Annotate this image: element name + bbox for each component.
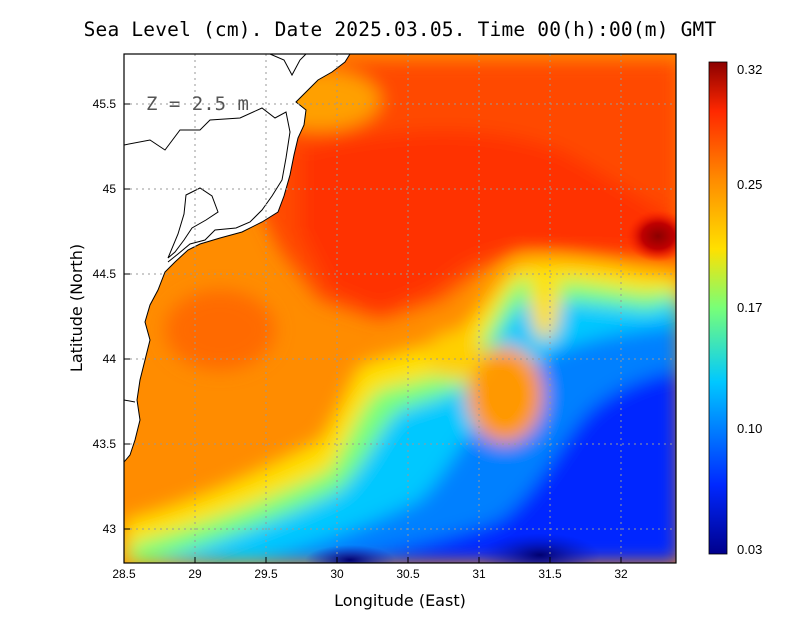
x-axis-title: Longitude (East) (334, 591, 466, 610)
y-tick-label: 44.5 (93, 267, 117, 281)
colorbar-label: 0.10 (737, 421, 762, 436)
x-tick-label: 30.5 (396, 567, 420, 581)
coastline (124, 54, 351, 463)
colorbar: 0.32 0.25 0.17 0.10 0.03 (708, 61, 762, 557)
x-tick-label: 29.5 (254, 567, 278, 581)
sea-level-field (124, 54, 676, 563)
y-axis-title: Latitude (North) (67, 244, 86, 372)
map-title: Sea Level (cm). Date 2025.03.05. Time 00… (83, 18, 717, 41)
y-tick-label: 43.5 (93, 437, 117, 451)
x-tick-label: 28.5 (112, 567, 136, 581)
y-tick-label: 44 (103, 352, 117, 366)
y-tick-label: 43 (103, 522, 117, 536)
axis-ticks (123, 103, 622, 563)
colorbar-label: 0.32 (737, 62, 762, 77)
x-tick-label: 31.5 (538, 567, 562, 581)
colorbar-label: 0.03 (737, 542, 762, 557)
y-tick-label: 45.5 (93, 97, 117, 111)
depth-annotation: Z = 2.5 m (146, 93, 249, 115)
x-tick-label: 31 (472, 567, 486, 581)
colorbar-gradient (708, 61, 728, 555)
x-tick-label: 29 (188, 567, 202, 581)
y-tick-label: 45 (103, 182, 117, 196)
x-tick-label: 32 (614, 567, 628, 581)
colorbar-label: 0.17 (737, 300, 762, 315)
colorbar-label: 0.25 (737, 177, 762, 192)
x-tick-labels: 28.5 29 29.5 30 30.5 31 31.5 32 (112, 567, 628, 581)
x-tick-label: 30 (330, 567, 344, 581)
y-tick-labels: 43 43.5 44 44.5 45 45.5 (93, 97, 117, 536)
plot-frame (123, 53, 677, 564)
grid-lines (124, 54, 676, 563)
